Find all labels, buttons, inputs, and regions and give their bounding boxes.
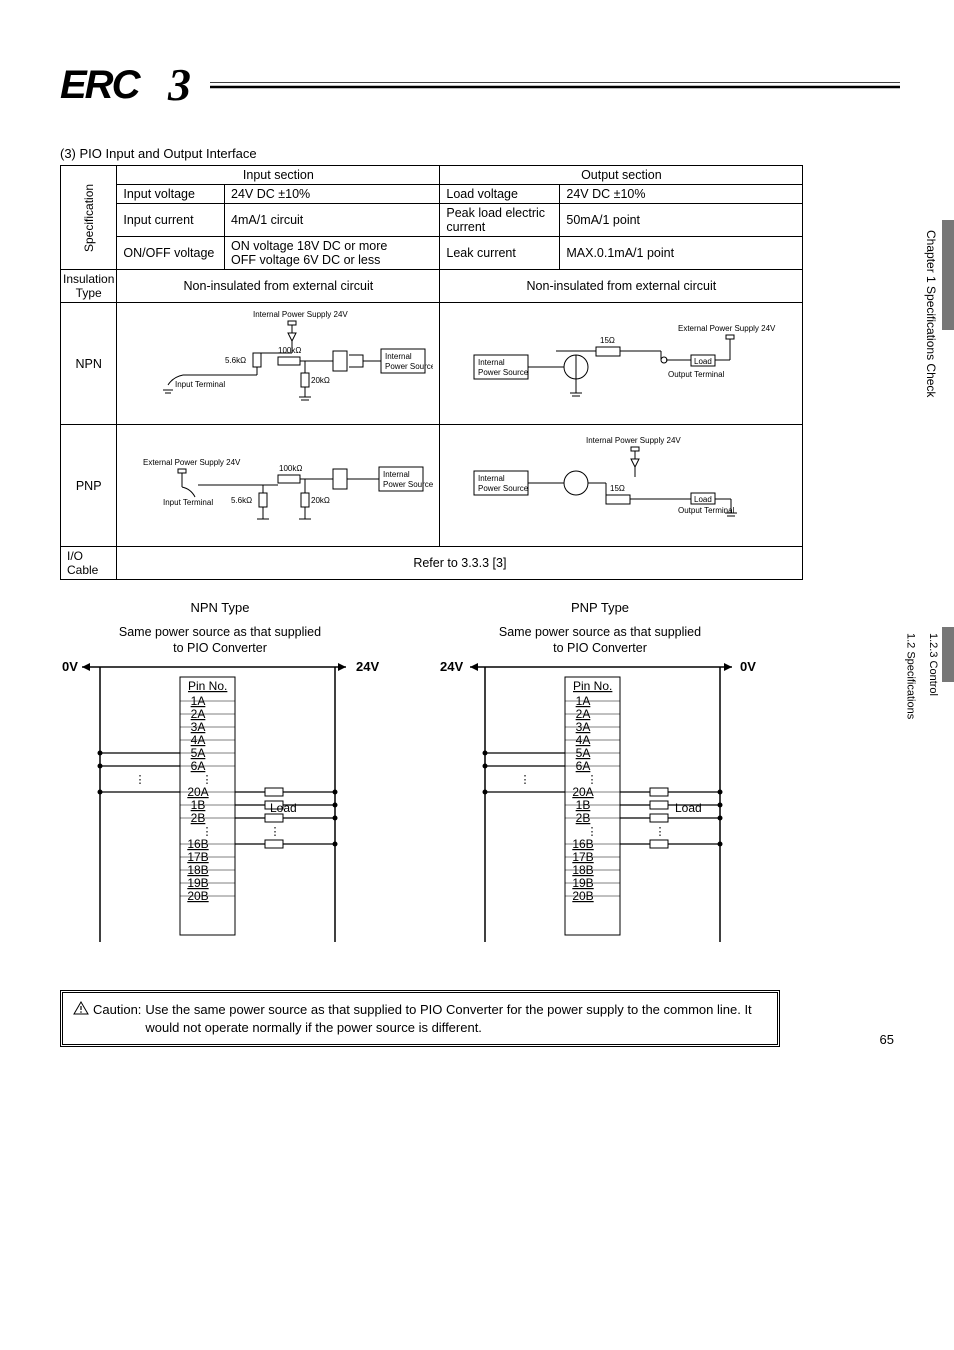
pnp-output-circuit: Internal Power Supply 24V Internal Power… xyxy=(440,425,803,547)
svg-text:Load: Load xyxy=(675,801,702,815)
caution-box: Caution: Use the same power source as th… xyxy=(60,990,780,1047)
spec-table: Specification Input section Output secti… xyxy=(60,165,803,580)
side-tabs: Chapter 1 Specifications Check 1.2 Speci… xyxy=(897,220,954,726)
svg-text:Internal: Internal xyxy=(478,474,505,483)
cell: Input voltage xyxy=(117,185,225,204)
caution-icon xyxy=(73,1001,89,1015)
io-cable-label: I/O Cable xyxy=(61,547,117,580)
svg-text:0V: 0V xyxy=(740,659,756,674)
cell: 4mA/1 circuit xyxy=(225,204,440,237)
pnp-input-circuit: External Power Supply 24V Input Terminal… xyxy=(117,425,440,547)
svg-text:24V: 24V xyxy=(356,659,379,674)
svg-text:External Power Supply 24V: External Power Supply 24V xyxy=(143,458,241,467)
svg-text:⋮: ⋮ xyxy=(270,826,281,838)
npn-wiring: NPN Type Same power source as that suppl… xyxy=(60,600,380,950)
caution-label: Caution: xyxy=(93,1001,141,1019)
cell: Load voltage xyxy=(440,185,560,204)
svg-text:⋮: ⋮ xyxy=(520,774,531,786)
svg-text:0V: 0V xyxy=(62,659,78,674)
pnp-wiring: PNP Type Same power source as that suppl… xyxy=(440,600,760,950)
svg-text:Internal: Internal xyxy=(478,358,505,367)
svg-text:3: 3 xyxy=(167,60,190,110)
svg-text:Power Source: Power Source xyxy=(383,480,433,489)
header-rule xyxy=(210,82,900,90)
npn-label: NPN xyxy=(61,303,117,425)
svg-text:Internal: Internal xyxy=(385,352,412,361)
input-section-header: Input section xyxy=(117,166,440,185)
svg-text:24V: 24V xyxy=(440,659,463,674)
insulation-in: Non-insulated from external circuit xyxy=(117,270,440,303)
cell: 24V DC ±10% xyxy=(225,185,440,204)
wiring-diagrams: NPN Type Same power source as that suppl… xyxy=(60,600,894,950)
cell: ON voltage 18V DC or more OFF voltage 6V… xyxy=(225,237,440,270)
sub-tab-1: 1.2 Specifications xyxy=(897,627,919,725)
svg-text:Power Source: Power Source xyxy=(385,362,433,371)
svg-text:15Ω: 15Ω xyxy=(610,484,625,493)
spec-row-label: Specification xyxy=(61,166,117,270)
svg-text:Internal: Internal xyxy=(383,470,410,479)
pnp-label: PNP xyxy=(61,425,117,547)
output-section-header: Output section xyxy=(440,166,803,185)
npn-type-title: NPN Type xyxy=(60,600,380,615)
svg-text:Load: Load xyxy=(694,495,712,504)
page-number: 65 xyxy=(880,1032,894,1047)
svg-text:Output Terminal: Output Terminal xyxy=(668,370,725,379)
svg-text:5.6kΩ: 5.6kΩ xyxy=(231,496,252,505)
insulation-out: Non-insulated from external circuit xyxy=(440,270,803,303)
svg-text:Load: Load xyxy=(270,801,297,815)
pnp-wiring-svg: 24V 0V Pin No. 1A2A3A4A5A6A⋮⋮20A1B2B⋮⋮16… xyxy=(440,657,760,947)
svg-text:Internal Power Supply 24V: Internal Power Supply 24V xyxy=(253,310,348,319)
cell: Peak load electric current xyxy=(440,204,560,237)
io-cable-value: Refer to 3.3.3 [3] xyxy=(117,547,803,580)
svg-text:15Ω: 15Ω xyxy=(600,336,615,345)
svg-text:Power Source: Power Source xyxy=(478,368,529,377)
svg-text:ERC: ERC xyxy=(60,63,142,107)
npn-input-circuit: Internal Power Supply 24V 5.6kΩ 100kΩ 20… xyxy=(117,303,440,425)
npn-output-circuit: External Power Supply 24V Load Output Te… xyxy=(440,303,803,425)
svg-text:⋮: ⋮ xyxy=(135,774,146,786)
svg-text:20kΩ: 20kΩ xyxy=(311,376,330,385)
svg-text:20kΩ: 20kΩ xyxy=(311,496,330,505)
pnp-type-title: PNP Type xyxy=(440,600,760,615)
svg-text:Input Terminal: Input Terminal xyxy=(163,498,213,507)
npn-wiring-svg: 0V 24V Pin No. 1A2A3A4A5A6A⋮⋮20A1B2B⋮⋮16… xyxy=(60,657,380,947)
svg-text:Pin No.: Pin No. xyxy=(188,679,227,693)
svg-text:100kΩ: 100kΩ xyxy=(279,464,302,473)
svg-text:Input Terminal: Input Terminal xyxy=(175,380,225,389)
cell: 24V DC ±10% xyxy=(560,185,803,204)
insulation-label: Insulation Type xyxy=(61,270,117,303)
svg-text:Internal Power Supply 24V: Internal Power Supply 24V xyxy=(586,436,681,445)
svg-text:Output Terminal: Output Terminal xyxy=(678,506,735,515)
svg-text:Power Source: Power Source xyxy=(478,484,529,493)
svg-text:External Power Supply 24V: External Power Supply 24V xyxy=(678,324,776,333)
cell: ON/OFF voltage xyxy=(117,237,225,270)
sub-tab-2: 1.2.3 Control xyxy=(920,627,942,725)
chapter-tab: Chapter 1 Specifications Check xyxy=(916,220,942,407)
section-heading: (3) PIO Input and Output Interface xyxy=(60,146,894,161)
svg-text:100kΩ: 100kΩ xyxy=(278,346,301,355)
cell: MAX.0.1mA/1 point xyxy=(560,237,803,270)
svg-text:Pin No.: Pin No. xyxy=(573,679,612,693)
svg-text:5.6kΩ: 5.6kΩ xyxy=(225,356,246,365)
cell: Input current xyxy=(117,204,225,237)
svg-text:⋮: ⋮ xyxy=(655,826,666,838)
cell: 50mA/1 point xyxy=(560,204,803,237)
cell: Leak current xyxy=(440,237,560,270)
caution-text: Use the same power source as that suppli… xyxy=(145,1001,767,1036)
svg-text:Load: Load xyxy=(694,357,712,366)
